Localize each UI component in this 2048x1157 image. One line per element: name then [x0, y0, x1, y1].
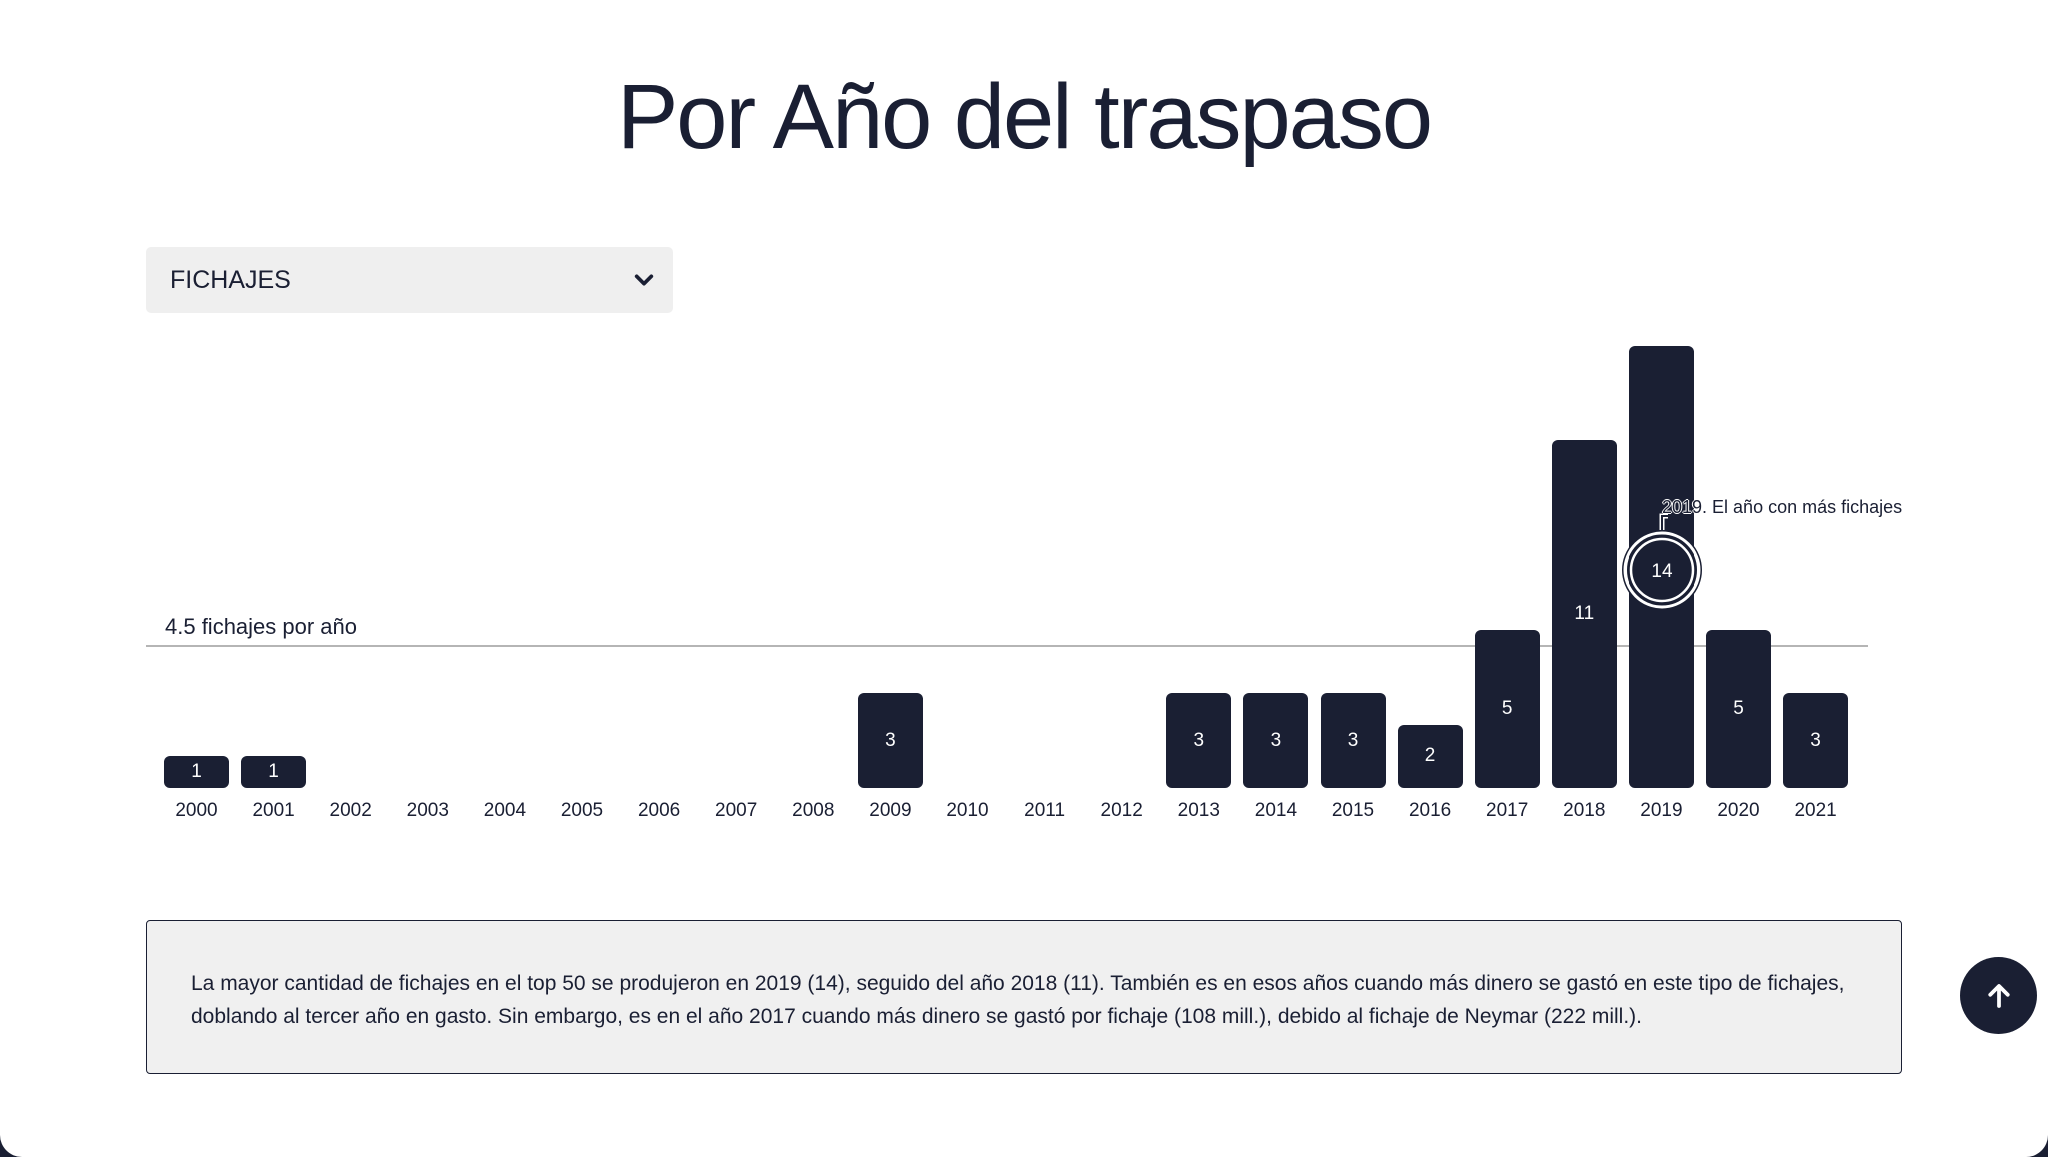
bar-2000[interactable]: 1 [164, 756, 229, 788]
bar-2019[interactable] [1628, 345, 1694, 788]
x-axis-tick: 2019 [1640, 800, 1683, 821]
chevron-down-icon [634, 274, 654, 286]
x-axis-tick: 2012 [1100, 800, 1143, 821]
bar-value-label: 3 [1347, 729, 1359, 751]
arrow-up-icon [1987, 983, 2010, 1008]
x-axis-tick: 2014 [1254, 800, 1298, 821]
bar-2009[interactable]: 3 [857, 693, 923, 788]
bar-value-label: 1 [191, 761, 202, 783]
dropdown-selected-value: FICHAJES [170, 265, 291, 294]
bar-value-label: 2 [1424, 745, 1436, 767]
bar-2015[interactable]: 3 [1320, 693, 1386, 788]
bar-value-label: 5 [1733, 698, 1744, 719]
x-axis-tick: 2003 [406, 800, 449, 821]
x-axis-tick: 2001 [252, 800, 295, 821]
bar-value-label: 11 [1574, 603, 1595, 625]
x-axis-tick: 2007 [715, 800, 758, 821]
page-title: Por Año del traspaso [616, 66, 1433, 168]
bar-value-label: 3 [1193, 729, 1205, 751]
bar-2013[interactable]: 3 [1166, 693, 1232, 788]
x-axis-tick: 2000 [175, 800, 218, 821]
bar-value-label: 3 [1810, 729, 1821, 751]
bar-value-label: 5 [1501, 698, 1513, 719]
x-axis-tick: 2016 [1408, 800, 1452, 821]
scroll-to-top-button[interactable] [1960, 957, 2037, 1034]
svg-text:14: 14 [1651, 561, 1673, 582]
x-axis-tick: 2005 [560, 800, 604, 821]
bar-2014[interactable]: 3 [1243, 693, 1309, 788]
highlight-circle-icon: 14 [1622, 513, 1702, 610]
description-text: La mayor cantidad de fichajes en el top … [191, 972, 1845, 1028]
bar-2018[interactable]: 11 [1551, 440, 1617, 788]
x-axis-tick: 2008 [792, 800, 835, 821]
metric-dropdown[interactable]: FICHAJES [146, 247, 673, 313]
bar-2021[interactable]: 3 [1783, 693, 1849, 788]
x-axis-tick: 2006 [637, 800, 681, 821]
bar-2020[interactable]: 5 [1706, 630, 1771, 788]
x-axis-tick: 2010 [946, 800, 989, 821]
x-axis-tick: 2017 [1486, 800, 1529, 821]
x-axis-tick: 2011 [1024, 800, 1066, 821]
description-panel: La mayor cantidad de fichajes en el top … [146, 920, 1902, 1074]
x-axis-tick: 2013 [1177, 800, 1220, 821]
bar-value-label: 1 [268, 761, 279, 783]
x-axis-tick: 2018 [1563, 800, 1606, 821]
bar-2017[interactable]: 5 [1474, 630, 1540, 788]
average-label: 4.5 fichajes por año [165, 614, 358, 639]
bar-2001[interactable]: 1 [241, 756, 307, 788]
bar-chart: 4.5 fichajes por año 1 2000 1 2001 2002 2003 2… [146, 345, 1868, 821]
x-axis-tick: 2021 [1794, 800, 1837, 821]
bar-2016[interactable]: 2 [1397, 724, 1463, 788]
x-axis-tick: 2004 [483, 800, 527, 821]
bar-value-label: 3 [1270, 729, 1282, 751]
x-axis-tick: 2015 [1331, 800, 1375, 821]
x-axis-tick: 2020 [1717, 800, 1760, 821]
x-axis-tick: 2002 [329, 800, 372, 821]
x-axis-tick: 2009 [869, 800, 912, 821]
annotation-label: 2019. El año con más fichajes [1662, 497, 1903, 517]
average-line [146, 645, 1868, 647]
bar-value-label: 3 [885, 729, 896, 751]
